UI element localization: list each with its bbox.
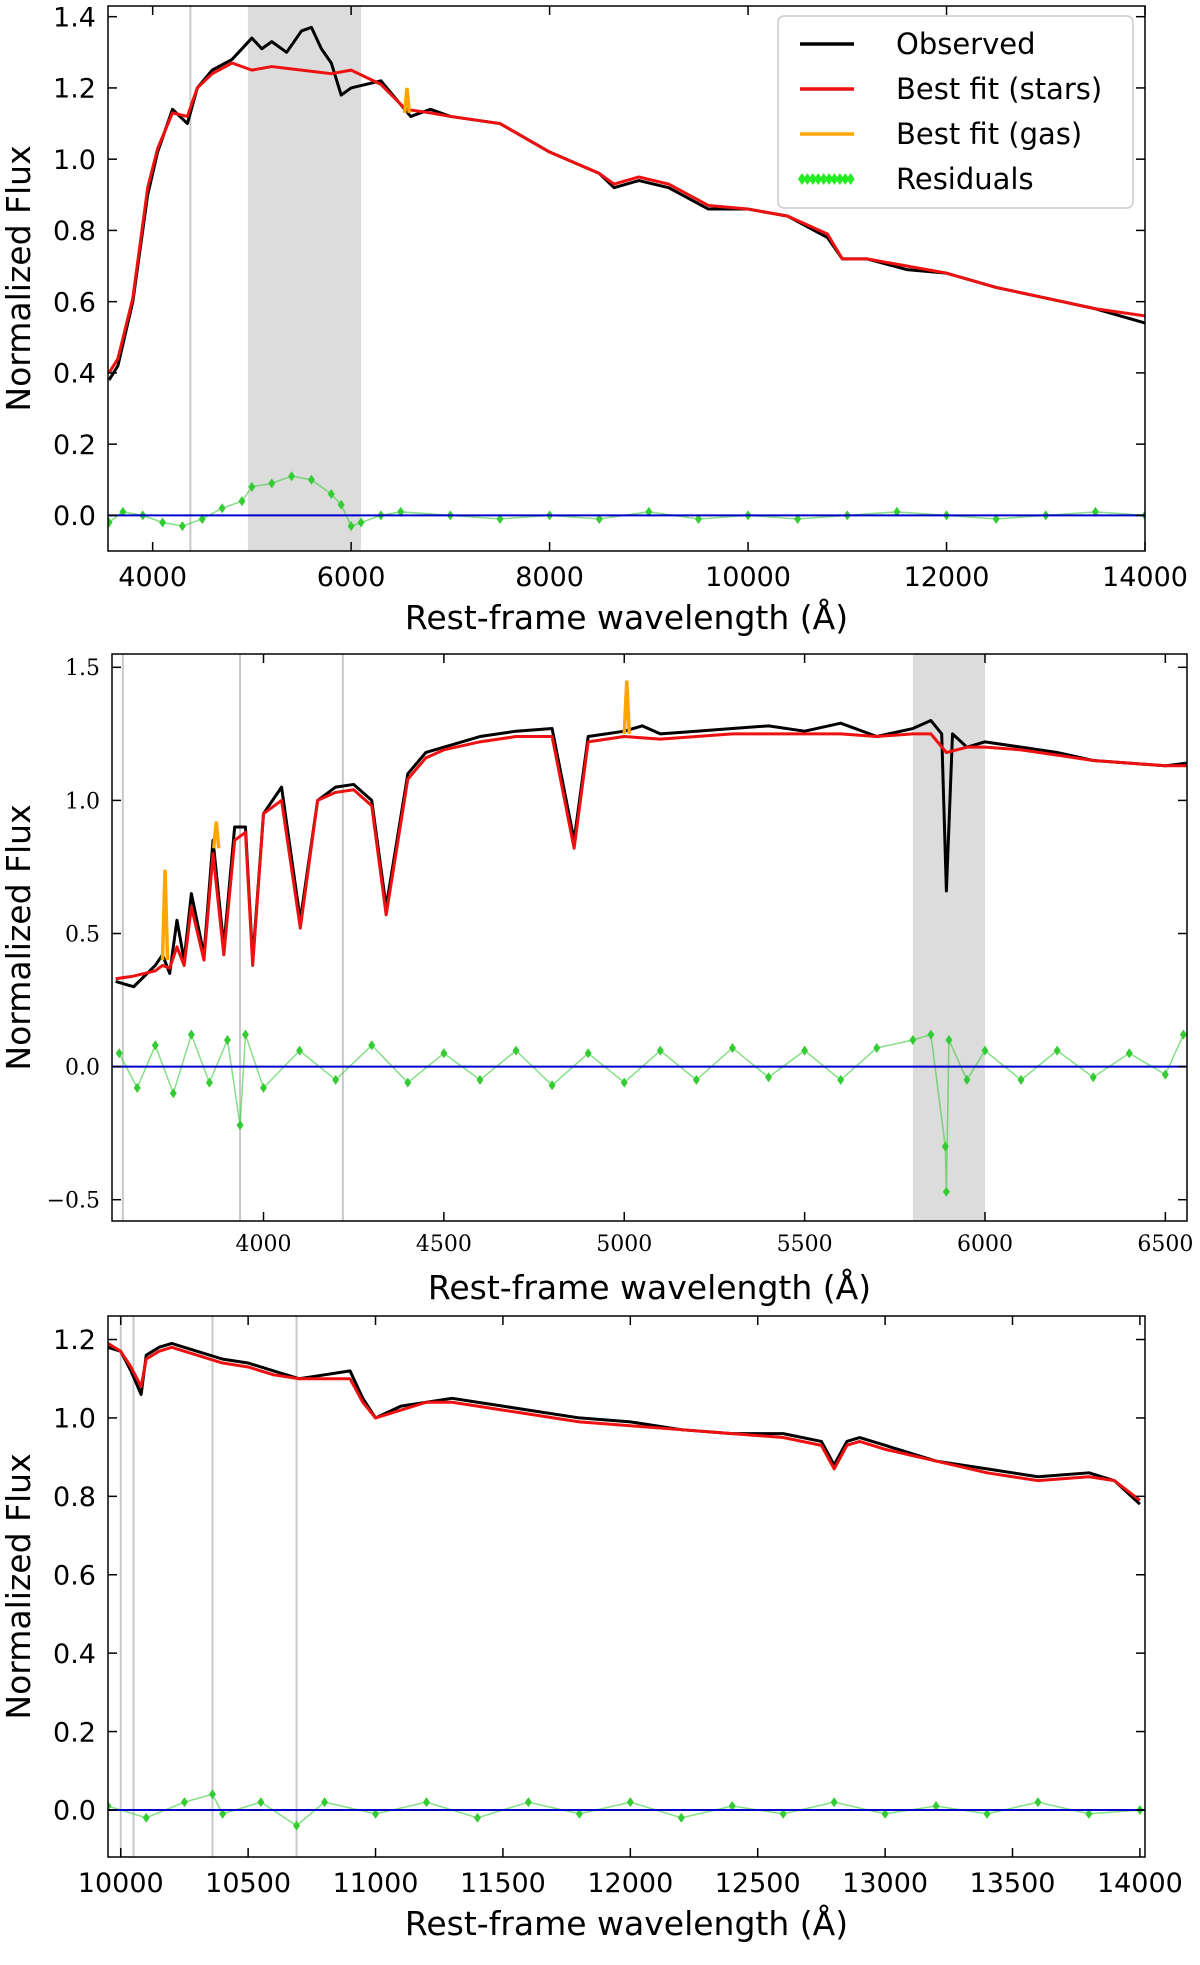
masked-region (247, 6, 362, 551)
residual-point (108, 517, 113, 528)
legend-label: Residuals (896, 162, 1034, 196)
y-axis-label: Normalized Flux (0, 145, 38, 411)
stars-fit-line (108, 1342, 1141, 1502)
legend-marker (798, 173, 806, 185)
y-tick-label: 1.4 (53, 2, 96, 33)
plot-area (108, 1316, 1145, 1857)
y-tick-label: 0.6 (53, 287, 96, 318)
plot-frame (107, 1315, 1146, 1858)
observed-line (115, 719, 1187, 989)
y-axis-label: Normalized Flux (0, 1453, 38, 1719)
x-tick-label: 6000 (957, 1232, 1013, 1257)
y-tick-label: −0.5 (47, 1189, 100, 1214)
x-tick-label: 10000 (705, 562, 791, 593)
x-tick-label: 12500 (715, 1868, 801, 1899)
y-tick-label: 0.8 (53, 1482, 96, 1513)
x-tick-label: 10500 (205, 1868, 291, 1899)
x-tick-label: 13500 (970, 1868, 1056, 1899)
y-tick-label: 0.4 (53, 359, 96, 390)
y-axis-label: Normalized Flux (0, 804, 38, 1070)
panel-2: 4000 4500 5000 5500 6000 6500 −0.5 0.0 0.5 1.0 1.5… (0, 653, 1193, 1307)
legend-marker (825, 173, 833, 185)
y-tick-label: 0.2 (53, 1717, 96, 1748)
x-tick-label: 6500 (1137, 1232, 1193, 1257)
legend-marker (803, 173, 812, 185)
legend-marker (835, 173, 844, 185)
legend-box (777, 15, 1134, 209)
y-tick-label: 0.5 (65, 922, 100, 947)
x-tick-label: 6000 (317, 562, 386, 593)
y-tick-label: 0.0 (53, 501, 96, 532)
masked-region (912, 654, 985, 1221)
legend-marker (808, 173, 817, 185)
gas-fit-line (211, 821, 221, 849)
x-axis-label: Rest-frame wavelength (Å) (405, 1903, 848, 1943)
gas-fit-line (402, 87, 412, 114)
x-tick-label: 5000 (596, 1232, 652, 1257)
legend: Observed Best fit (stars) Best fit (gas) Re… (777, 15, 1134, 209)
x-tick-label: 12000 (904, 562, 990, 593)
x-tick-label: 14000 (1102, 562, 1188, 593)
y-tick-label: 1.5 (65, 656, 100, 681)
y-tick-label: 0.8 (53, 216, 96, 247)
y-tick-label: 1.0 (65, 789, 100, 814)
x-tick-label: 11000 (333, 1868, 419, 1899)
x-tick-label: 4000 (236, 1232, 292, 1257)
legend-marker (841, 173, 850, 185)
y-tick-label: 1.0 (53, 1404, 96, 1435)
plot-frame (107, 5, 1146, 552)
legend-marker (819, 173, 828, 185)
legend-marker (814, 173, 823, 185)
panel-1: 4000 6000 8000 10000 12000 14000 0.0 0.2 0.4 0.6 0… (0, 2, 1188, 637)
x-axis-label: Rest-frame wavelength (Å) (405, 597, 848, 637)
y-tick-label: 0.4 (53, 1639, 96, 1670)
x-tick-label: 13000 (842, 1868, 928, 1899)
x-tick-label: 8000 (515, 562, 584, 593)
residual-trace (118, 1032, 1185, 1192)
plot-area (108, 6, 1145, 551)
legend-label: Best fit (gas) (896, 117, 1082, 151)
stars-fit-line (115, 732, 1187, 981)
x-tick-label: 11500 (460, 1868, 546, 1899)
y-tick-label: 1.2 (53, 74, 96, 105)
stars-fit-line (108, 61, 1145, 374)
legend-label: Best fit (stars) (896, 72, 1102, 106)
y-tick-label: 0.0 (53, 1796, 96, 1827)
x-tick-label: 4500 (416, 1232, 472, 1257)
observed-line (108, 1341, 1141, 1506)
plot-frame (111, 653, 1188, 1222)
y-tick-label: 1.0 (53, 145, 96, 176)
x-tick-label: 4000 (118, 562, 187, 593)
legend-marker (846, 173, 855, 185)
residual-points (115, 1029, 1187, 1197)
x-axis-label: Rest-frame wavelength (Å) (428, 1267, 871, 1307)
y-tick-label: 0.6 (53, 1560, 96, 1591)
x-tick-label: 14000 (1097, 1868, 1183, 1899)
x-tick-label: 12000 (587, 1868, 673, 1899)
legend-marker (830, 173, 839, 185)
panel-3: 10000 10500 11000 11500 12000 12500 13000 13500… (0, 1315, 1183, 1943)
y-tick-label: 0.2 (53, 430, 96, 461)
plot-area (112, 654, 1187, 1221)
x-tick-label: 5500 (777, 1232, 833, 1257)
legend-label: Observed (896, 27, 1036, 61)
y-tick-label: 0.0 (65, 1056, 100, 1081)
gas-fit-line (622, 680, 632, 734)
y-tick-label: 1.2 (53, 1325, 96, 1356)
x-tick-label: 10000 (78, 1868, 164, 1899)
gas-fit-line (160, 869, 170, 961)
